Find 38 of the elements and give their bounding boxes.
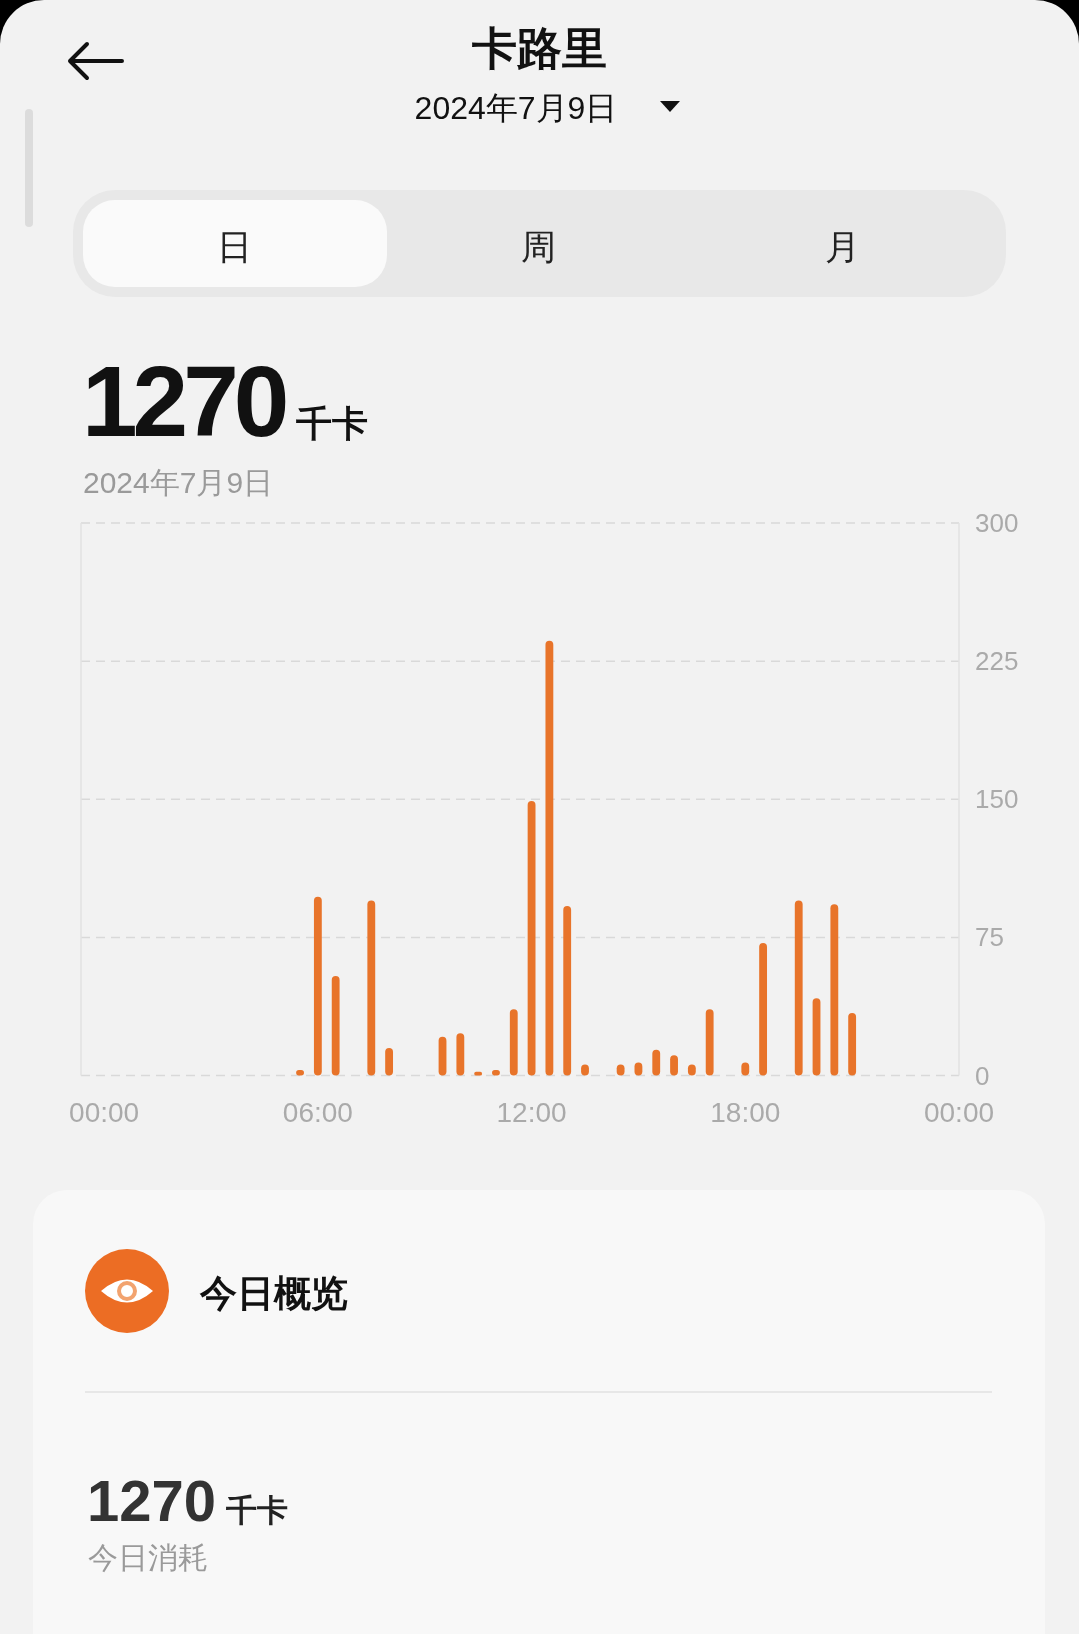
text: 今日概览 bbox=[199, 1273, 348, 1314]
bar bbox=[385, 1047, 394, 1076]
bar bbox=[830, 904, 839, 1076]
bar bbox=[545, 640, 554, 1076]
bar bbox=[794, 900, 803, 1076]
x-tick-label: 12:00 bbox=[496, 1097, 567, 1128]
text: 月 bbox=[824, 227, 860, 266]
text: 今日消耗 bbox=[88, 1541, 208, 1574]
text: 2024年7月9日 bbox=[83, 466, 274, 499]
bar bbox=[705, 1009, 714, 1076]
bar bbox=[759, 942, 768, 1076]
text: 1270 bbox=[82, 345, 286, 457]
text: 千卡 bbox=[225, 1493, 288, 1528]
x-tick-label: 00:00 bbox=[923, 1097, 995, 1128]
y-tick-label: 150 bbox=[975, 784, 1019, 815]
bar bbox=[652, 1049, 661, 1076]
bar bbox=[848, 1012, 857, 1076]
bar bbox=[456, 1033, 465, 1076]
bar bbox=[670, 1055, 678, 1076]
text: 1270 bbox=[87, 1468, 217, 1533]
bar bbox=[331, 976, 340, 1076]
bar bbox=[563, 906, 572, 1076]
chart-title: 卡路里 bbox=[471, 23, 607, 74]
x-tick-label: 00:00 bbox=[69, 1097, 140, 1128]
text: 日 bbox=[216, 227, 252, 266]
bar bbox=[367, 900, 376, 1076]
x-tick-label: 06:00 bbox=[282, 1097, 353, 1128]
text: 千卡 bbox=[296, 403, 368, 444]
y-tick-label: 225 bbox=[975, 646, 1019, 677]
y-tick-label: 0 bbox=[975, 1060, 990, 1091]
y-tick-label: 300 bbox=[975, 508, 1019, 538]
bar bbox=[313, 896, 322, 1076]
chart-subtitle: 2024年7月9日 bbox=[414, 90, 618, 126]
bar bbox=[509, 1009, 518, 1076]
y-tick-label: 75 bbox=[975, 922, 1004, 953]
x-tick-label: 18:00 bbox=[710, 1097, 781, 1128]
bar bbox=[474, 1071, 483, 1076]
text: 周 bbox=[520, 227, 556, 266]
